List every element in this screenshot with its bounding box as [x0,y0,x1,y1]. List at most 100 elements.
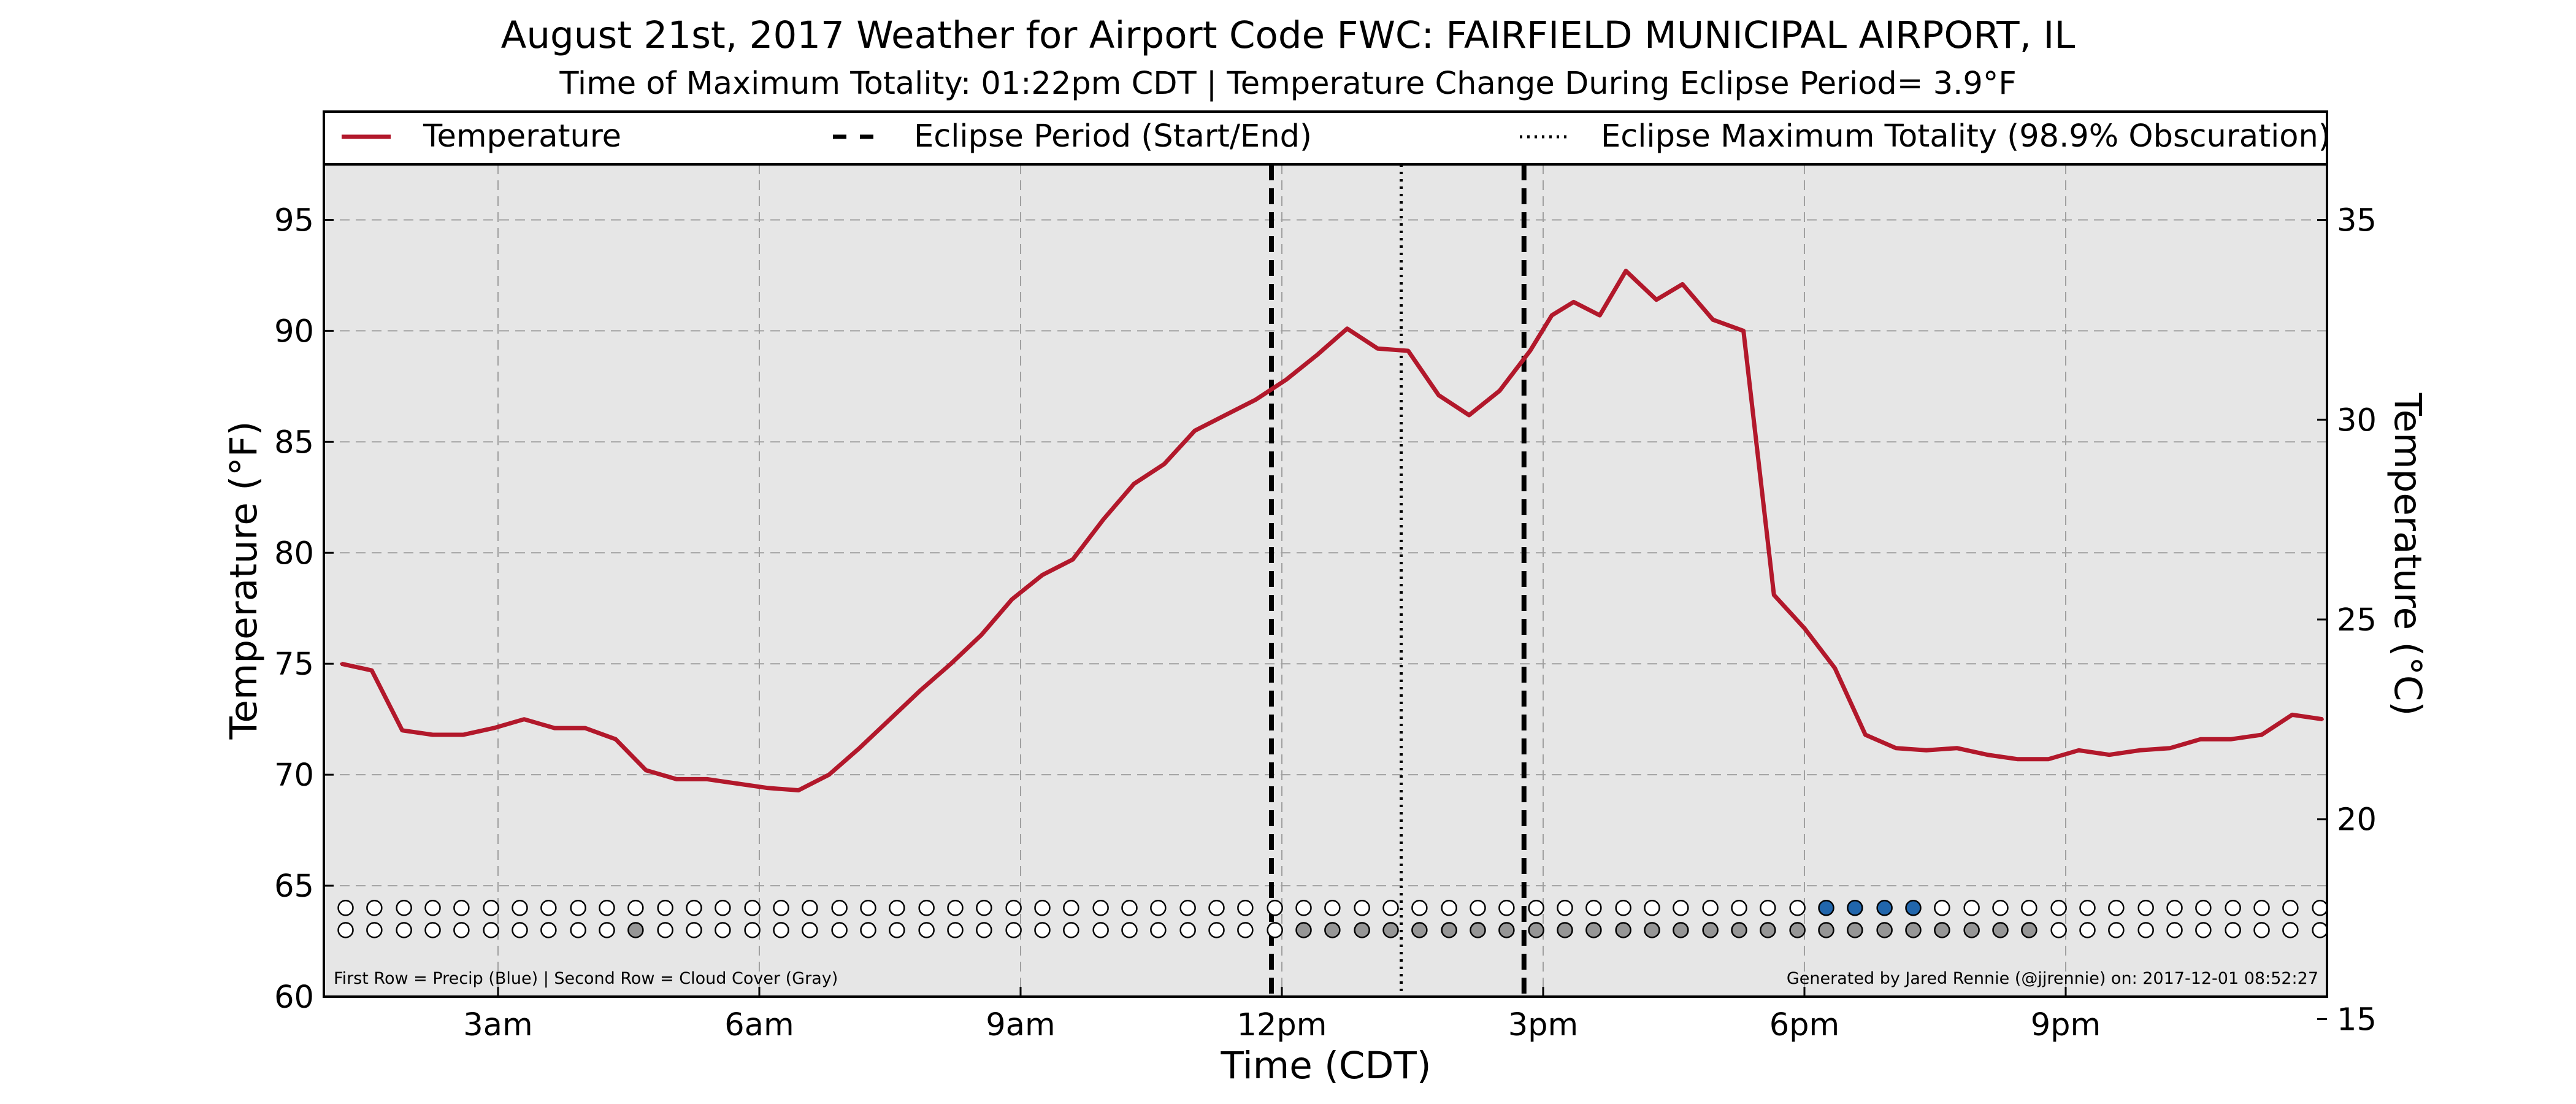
temperature-point [1986,753,1989,756]
temperature-point [584,727,586,730]
footer-right-note: Generated by Jared Rennie (@jjrennie) on… [1787,969,2318,988]
precip-marker [483,900,499,916]
cloud-cover-marker [802,922,818,938]
temperature-point [370,669,374,672]
precip-marker [1470,900,1486,916]
temperature-point [2138,749,2141,752]
precip-marker [424,900,441,916]
x-axis-label: Time (CDT) [1220,1044,1431,1087]
precip-marker [1528,900,1544,916]
precip-marker [1934,900,1950,916]
precip-marker [512,900,528,916]
temperature-point [1803,627,1806,630]
precip-marker [1034,900,1051,916]
cloud-cover-marker [860,922,876,938]
temperature-point [1315,354,1318,357]
cloud-cover-marker [2225,922,2241,938]
temperature-point [2108,753,2110,756]
x-tick-label: 3am [463,1007,532,1043]
cloud-cover-marker [1150,922,1167,938]
cloud-cover-marker [773,922,789,938]
cloud-cover-marker [831,922,848,938]
chart-subtitle: Time of Maximum Totality: 01:22pm CDT | … [559,66,2016,102]
temperature-point [1833,667,1836,670]
precip-marker [1847,900,1863,916]
temperature-point [553,727,556,730]
cloud-cover-marker [2166,922,2183,938]
cloud-cover-marker [686,922,702,938]
precip-marker [715,900,731,916]
temperature-point [1406,350,1409,352]
precip-marker [2312,900,2328,916]
temperature-point [1041,573,1044,577]
cloud-cover-marker [1498,922,1515,938]
precip-marker [2108,900,2125,916]
precip-marker [1150,900,1167,916]
precip-marker [1382,900,1399,916]
y-right-tick-label: 25 [2337,602,2377,638]
precip-marker [1441,900,1457,916]
temperature-point [1254,398,1257,401]
temperature-point [1528,350,1531,352]
cloud-cover-marker [1760,922,1776,938]
cloud-cover-marker [715,922,731,938]
cloud-cover-marker [2312,922,2328,938]
precip-marker [1731,900,1747,916]
cloud-cover-marker [453,922,470,938]
legend-eclipse-period-label: Eclipse Period (Start/End) [914,118,1312,155]
cloud-cover-marker [1847,922,1863,938]
y-tick-label: 75 [274,646,314,683]
cloud-cover-marker [1237,922,1254,938]
y-tick-label: 95 [274,202,314,239]
temperature-point [2199,738,2202,741]
cloud-cover-marker [1673,922,1689,938]
cloud-cover-marker [947,922,964,938]
cloud-cover-marker [976,922,992,938]
x-axis: 3am 6am 9am 12pm 3pm 6pm 9pm [463,987,2101,1043]
temperature-point [1010,598,1013,601]
chart-title: August 21st, 2017 Weather for Airport Co… [501,13,2076,57]
y-axis-right: 15 20 25 30 35 [2317,203,2377,1038]
cloud-cover-marker [2282,922,2299,938]
precip-marker [2282,900,2299,916]
precip-marker [2137,900,2154,916]
precip-marker [366,900,383,916]
temperature-point [1742,329,1745,332]
y-tick-label: 90 [274,313,314,350]
temperature-point [1895,746,1898,749]
cloud-cover-marker [2195,922,2212,938]
temperature-point [767,786,770,789]
x-tick-label: 9pm [2031,1007,2101,1043]
cloud-cover-marker [540,922,557,938]
cloud-cover-marker [1092,922,1109,938]
precip-marker [2195,900,2212,916]
temperature-point [827,773,830,776]
temperature-point [2260,734,2263,736]
cloud-cover-marker [918,922,935,938]
precip-marker [1121,900,1138,916]
cloud-cover-marker [657,922,673,938]
temperature-point [492,727,495,730]
precip-marker [2079,900,2096,916]
cloud-cover-marker [2253,922,2270,938]
precip-marker [1005,900,1022,916]
precip-marker [2050,900,2067,916]
cloud-cover-marker [396,922,412,938]
temperature-point [645,769,648,772]
legend: Temperature Eclipse Period (Start/End) E… [342,118,2331,155]
cloud-cover-marker [2021,922,2037,938]
temperature-point [797,789,800,792]
precip-marker [744,900,761,916]
cloud-cover-marker [1818,922,1834,938]
y-tick-label: 70 [274,757,314,794]
temperature-point [2047,757,2050,761]
cloud-cover-marker [424,922,441,938]
plot-area: First Row = Precip (Blue) | Second Row =… [324,164,2328,997]
precip-marker [1179,900,1196,916]
precip-marker [396,900,412,916]
precip-marker [2253,900,2270,916]
temperature-point [1437,394,1440,397]
cloud-cover-marker [599,922,615,938]
cloud-cover-marker [1731,922,1747,938]
cloud-cover-marker [1644,922,1660,938]
